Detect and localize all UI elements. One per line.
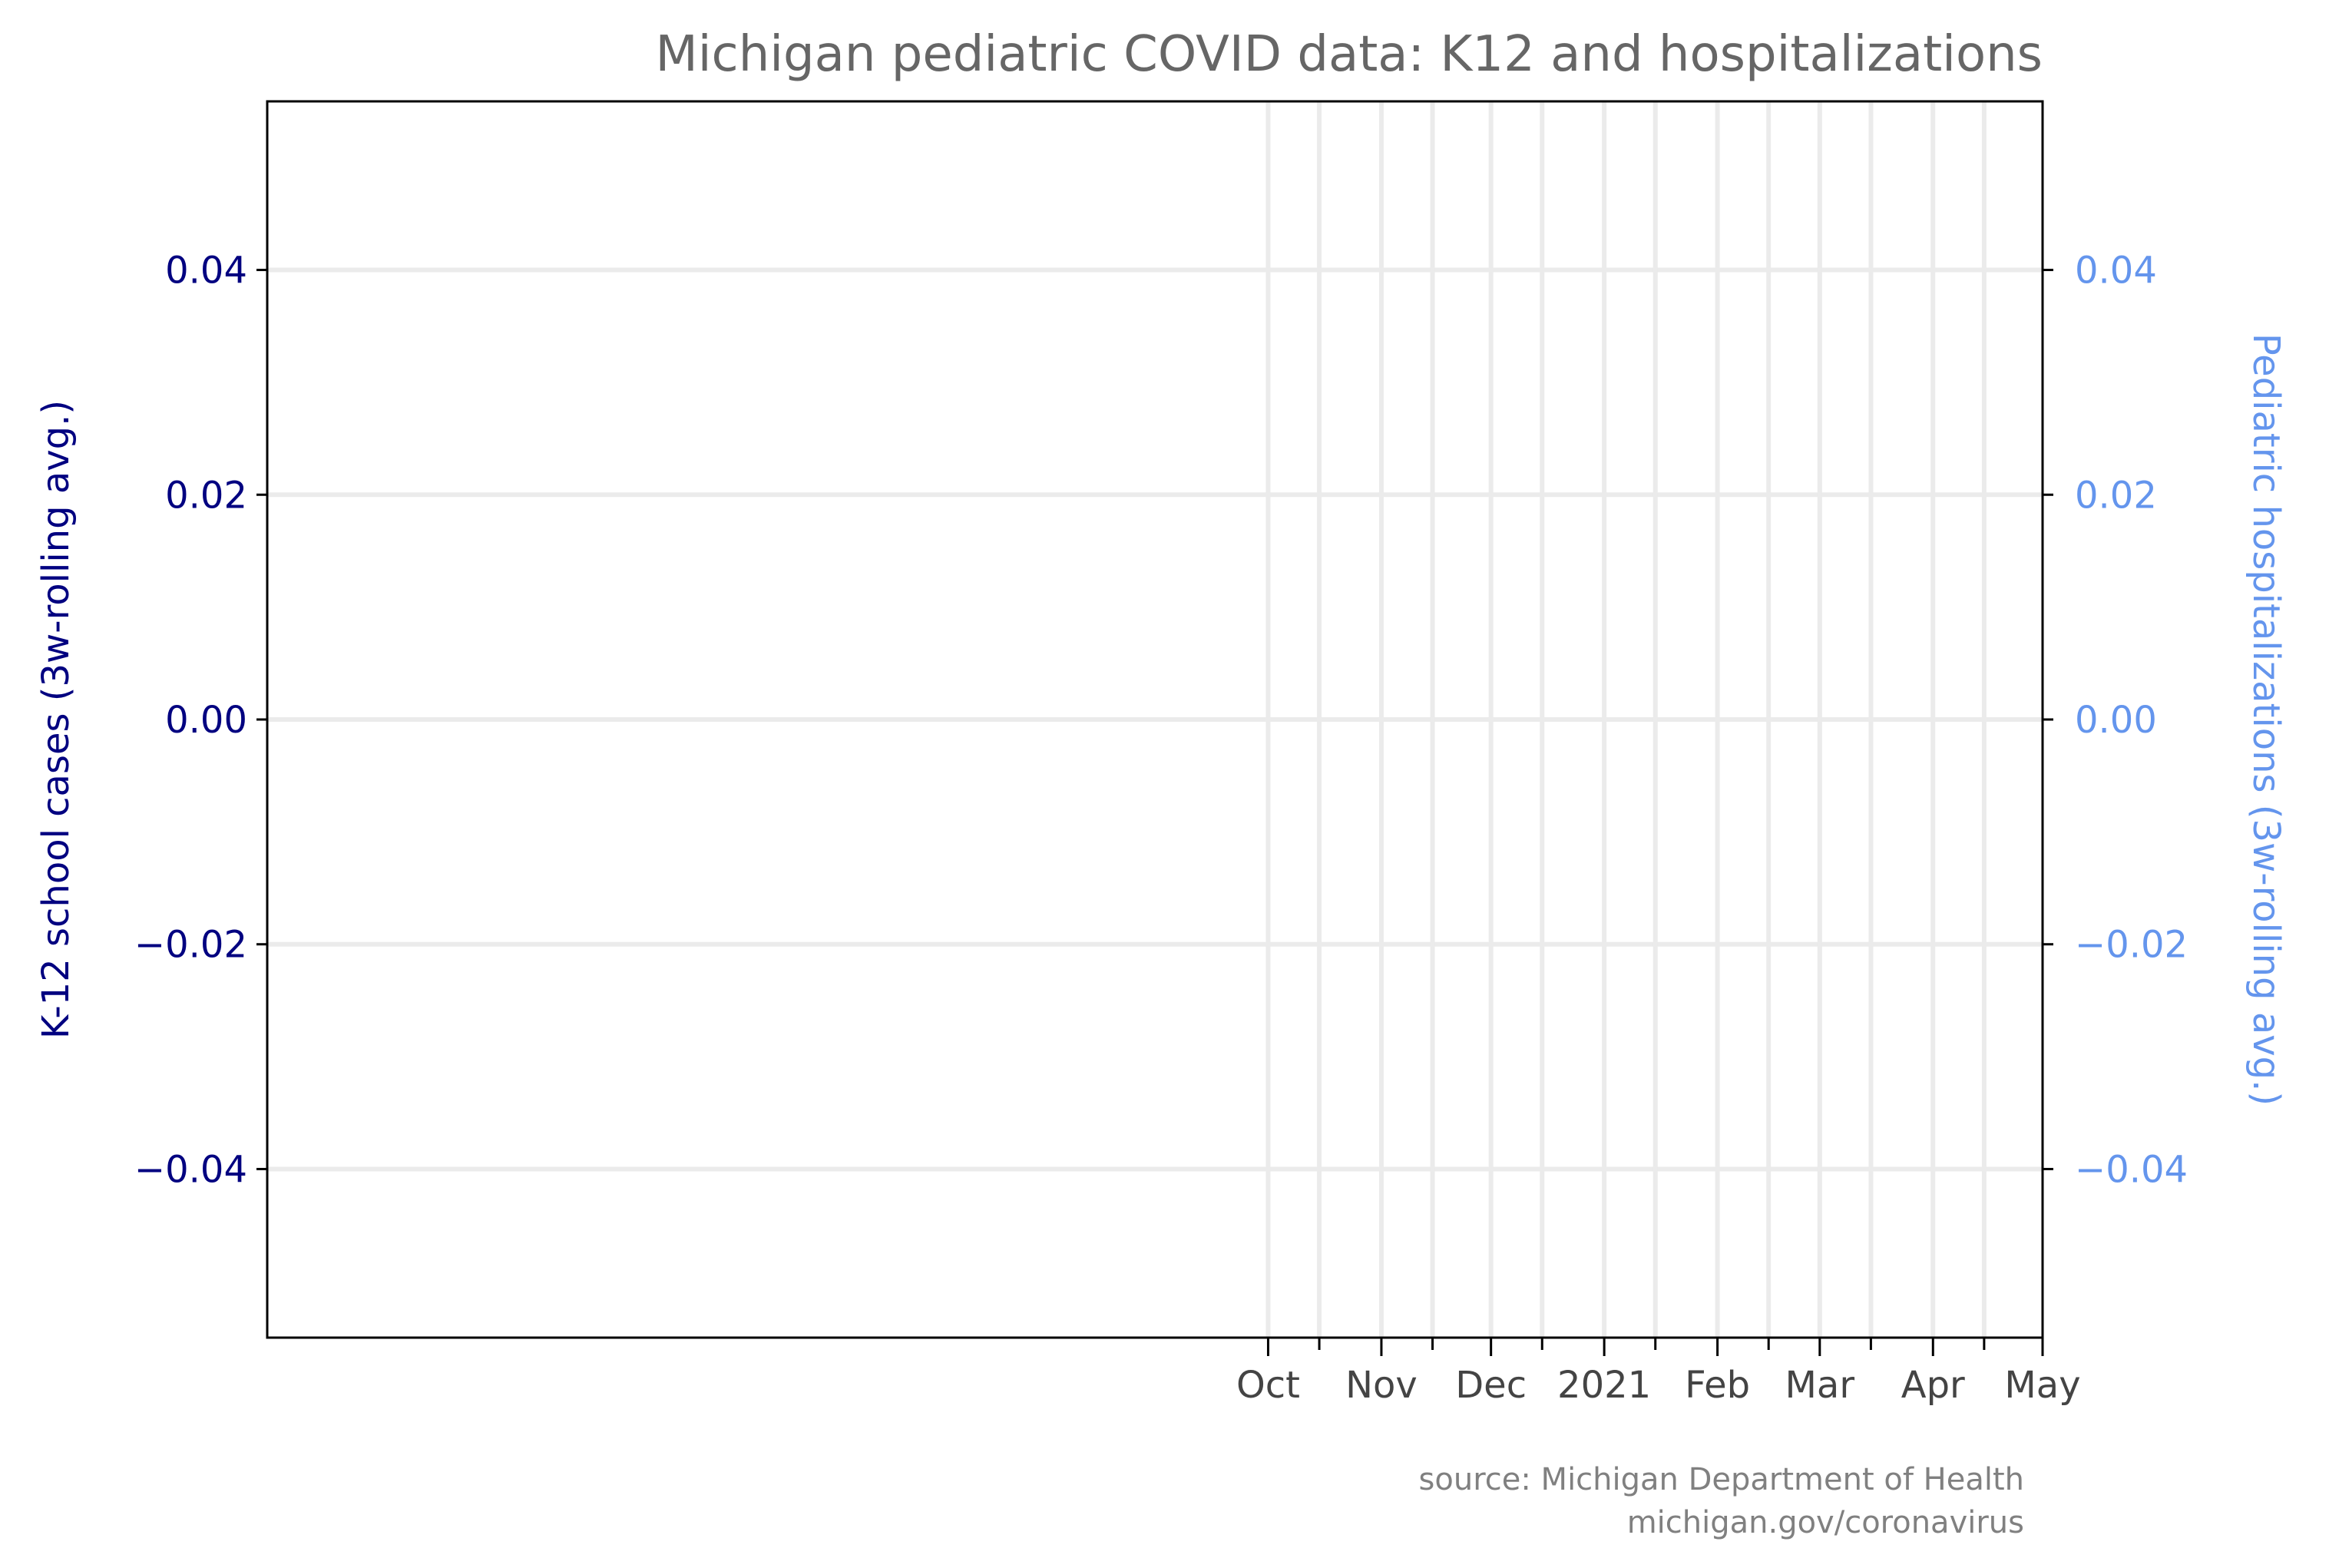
source-line-2: michigan.gov/coronavirus	[1627, 1505, 2024, 1540]
grid	[267, 101, 2043, 1338]
y-left-tick-label: 0.02	[165, 474, 247, 517]
y-axis-left-label: K-12 school cases (3w-rolling avg.)	[35, 400, 78, 1039]
x-tick-label: Nov	[1345, 1364, 1418, 1407]
x-tick-label: Feb	[1685, 1364, 1750, 1407]
x-axis: Oct Nov Dec 2021 Feb Mar Apr May	[1236, 1338, 2081, 1407]
y-axis-right-label: Pediatric hospitalizations (3w-rolling a…	[2245, 333, 2288, 1106]
y-right-tick-label: −0.04	[2075, 1148, 2188, 1191]
y-axis-left: −0.04 −0.02 0.00 0.02 0.04	[134, 250, 267, 1191]
x-tick-label: May	[2004, 1364, 2080, 1407]
y-left-tick-label: 0.00	[165, 699, 247, 742]
y-right-tick-label: −0.02	[2075, 924, 2188, 967]
x-tick-label: 2021	[1557, 1364, 1651, 1407]
y-right-tick-label: 0.00	[2075, 699, 2157, 742]
y-right-tick-label: 0.04	[2075, 250, 2157, 293]
x-tick-label: Mar	[1785, 1364, 1855, 1407]
y-right-tick-label: 0.02	[2075, 474, 2157, 517]
y-axis-right: −0.04 −0.02 0.00 0.02 0.04	[2043, 250, 2188, 1191]
y-left-tick-label: −0.04	[134, 1148, 247, 1191]
x-tick-label: Dec	[1455, 1364, 1527, 1407]
x-tick-label: Oct	[1236, 1364, 1300, 1407]
x-tick-label: Apr	[1901, 1364, 1965, 1407]
source-line-1: source: Michigan Department of Health	[1419, 1462, 2024, 1497]
y-left-tick-label: 0.04	[165, 250, 247, 293]
y-left-tick-label: −0.02	[134, 924, 247, 967]
chart-title: Michigan pediatric COVID data: K12 and h…	[656, 26, 2043, 83]
